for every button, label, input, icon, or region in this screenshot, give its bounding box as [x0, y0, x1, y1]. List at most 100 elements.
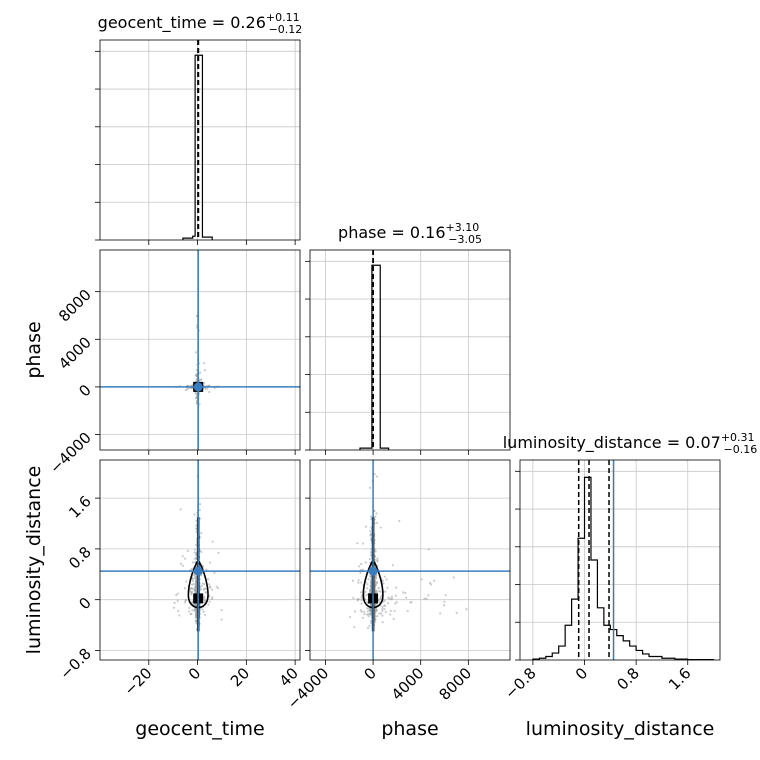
luminosity_distance-vs-phase-point	[433, 579, 436, 582]
luminosity_distance-vs-geocent_time-xlabel: geocent_time	[135, 718, 264, 740]
luminosity_distance-vs-phase-xtick-label: 0	[360, 664, 379, 683]
luminosity_distance-vs-geocent_time-point	[208, 561, 212, 564]
luminosity_distance-vs-geocent_time-point	[191, 600, 194, 603]
phase-vs-geocent_time: −4000 0 4000 8000 phase	[23, 249, 301, 477]
luminosity_distance-vs-geocent_time-point	[193, 609, 196, 612]
luminosity_distance-vs-geocent_time-truth-marker	[193, 566, 203, 576]
luminosity_distance-vs-phase-point	[383, 599, 386, 602]
luminosity_distance-vs-geocent_time-xtick-label: 20	[227, 664, 253, 690]
luminosity_distance-vs-phase-point	[465, 608, 468, 611]
phase-vs-geocent_time-point	[203, 381, 206, 384]
luminosity_distance-vs-phase-point	[366, 587, 369, 590]
phase-vs-geocent_time-point	[186, 387, 189, 391]
luminosity_distance-vs-phase-point	[366, 626, 370, 630]
luminosity_distance-vs-geocent_time-point	[191, 579, 195, 582]
hist-luminosity_distance-xtick-label: 0.8	[613, 664, 643, 694]
phase-vs-geocent_time-point	[195, 393, 198, 396]
luminosity_distance-vs-phase-point	[429, 583, 433, 586]
phase-vs-geocent_time-point	[203, 362, 206, 365]
hist-geocent_time-title: geocent_time = 0.26+0.11 −0.12	[98, 11, 303, 36]
luminosity_distance-vs-phase-point	[392, 617, 395, 620]
luminosity_distance-vs-phase-point	[364, 525, 368, 528]
luminosity_distance-vs-phase-point	[351, 579, 355, 582]
luminosity_distance-vs-phase-point	[452, 576, 455, 579]
luminosity_distance-vs-phase-point	[395, 601, 398, 604]
hist-luminosity_distance-xtick-label: −0.8	[501, 664, 539, 702]
phase-vs-geocent_time-point	[195, 368, 198, 372]
luminosity_distance-vs-phase-point	[391, 564, 394, 567]
luminosity_distance-vs-geocent_time-point	[207, 578, 210, 581]
luminosity_distance-vs-phase-point	[365, 594, 368, 597]
luminosity_distance-vs-phase-point	[367, 578, 370, 581]
luminosity_distance-vs-phase-point	[374, 589, 378, 592]
hist-luminosity_distance-bar	[552, 653, 558, 660]
luminosity_distance-vs-geocent_time-ytick-label: 0.8	[65, 543, 95, 573]
phase-vs-geocent_time-point	[203, 369, 207, 372]
hist-luminosity_distance-bar	[565, 625, 571, 660]
phase-vs-geocent_time-ytick-label: 0	[75, 381, 94, 400]
luminosity_distance-vs-geocent_time-point	[181, 555, 184, 558]
hist-luminosity_distance-bar	[597, 608, 603, 660]
luminosity_distance-vs-phase-point	[377, 586, 380, 590]
luminosity_distance-vs-phase-point	[366, 583, 369, 586]
hist-luminosity_distance-title: luminosity_distance = 0.07+0.31 −0.16	[503, 431, 758, 456]
luminosity_distance-vs-phase-point	[361, 568, 364, 571]
luminosity_distance-vs-geocent_time-point	[202, 610, 205, 613]
phase-vs-geocent_time-point	[199, 378, 202, 382]
luminosity_distance-vs-geocent_time-point	[213, 571, 216, 575]
luminosity_distance-vs-geocent_time-point	[198, 517, 202, 520]
luminosity_distance-vs-geocent_time-point	[188, 606, 191, 610]
luminosity_distance-vs-phase-point	[439, 612, 442, 615]
luminosity_distance-vs-geocent_time-point	[178, 614, 181, 617]
luminosity_distance-vs-phase-point	[444, 594, 447, 597]
luminosity_distance-vs-geocent_time-point	[193, 557, 196, 560]
luminosity_distance-vs-phase-point	[368, 558, 372, 561]
hist-luminosity_distance-bar	[617, 636, 623, 660]
luminosity_distance-vs-phase-point	[373, 555, 377, 558]
luminosity_distance-vs-phase-point	[374, 515, 377, 518]
luminosity_distance-vs-geocent_time-point	[183, 587, 187, 590]
hist-phase-histogram-line	[359, 264, 390, 450]
phase-vs-geocent_time-point	[194, 380, 198, 383]
phase-vs-geocent_time-point	[204, 387, 207, 391]
phase-vs-geocent_time-point	[195, 402, 198, 405]
luminosity_distance-vs-phase-point	[406, 610, 409, 613]
luminosity_distance-vs-phase-point	[376, 559, 379, 562]
luminosity_distance-vs-phase-point	[364, 590, 367, 593]
luminosity_distance-vs-phase-point	[359, 591, 363, 594]
luminosity_distance-vs-phase-xtick-label: 4000	[388, 664, 428, 704]
luminosity_distance-vs-geocent_time-point	[220, 608, 223, 612]
luminosity_distance-vs-phase-point	[398, 519, 401, 523]
luminosity_distance-vs-geocent_time-point	[176, 599, 179, 603]
luminosity_distance-vs-geocent_time-point	[194, 590, 197, 593]
hist-geocent_time-title-sub: −0.12	[269, 23, 303, 36]
luminosity_distance-vs-geocent_time-xtick-label: 0	[185, 664, 204, 683]
luminosity_distance-vs-geocent_time-point	[190, 591, 193, 594]
luminosity_distance-vs-phase-point	[356, 542, 359, 545]
luminosity_distance-vs-phase-point	[353, 626, 356, 629]
luminosity_distance-vs-geocent_time-point	[176, 592, 179, 595]
luminosity_distance-vs-phase-point	[357, 581, 360, 584]
luminosity_distance-vs-phase-point	[375, 608, 378, 611]
hist-luminosity_distance-xtick-label: 0	[572, 664, 591, 683]
luminosity_distance-vs-phase-point	[379, 526, 382, 529]
luminosity_distance-vs-phase-point	[360, 599, 363, 602]
luminosity_distance-vs-phase-point	[358, 565, 361, 568]
luminosity_distance-vs-geocent_time-point	[204, 587, 207, 590]
phase-vs-geocent_time-point	[194, 391, 197, 395]
luminosity_distance-vs-phase-point	[365, 607, 369, 610]
hist-luminosity_distance-bar	[572, 599, 578, 660]
luminosity_distance-vs-phase-point	[376, 557, 379, 560]
luminosity_distance-vs-phase-point	[383, 608, 386, 611]
luminosity_distance-vs-phase-point	[383, 575, 386, 578]
luminosity_distance-vs-phase-point	[381, 579, 384, 582]
luminosity_distance-vs-phase-point	[385, 578, 388, 581]
luminosity_distance-vs-phase-point	[394, 594, 398, 597]
luminosity_distance-vs-phase-point	[391, 597, 394, 600]
luminosity_distance-vs-geocent_time-point	[193, 513, 196, 516]
hist-phase-frame	[309, 249, 511, 451]
luminosity_distance-vs-phase-point	[383, 604, 386, 607]
luminosity_distance-vs-geocent_time-point	[200, 443, 202, 445]
luminosity_distance-vs-geocent_time-point	[185, 580, 188, 583]
luminosity_distance-vs-phase-point	[361, 542, 365, 545]
